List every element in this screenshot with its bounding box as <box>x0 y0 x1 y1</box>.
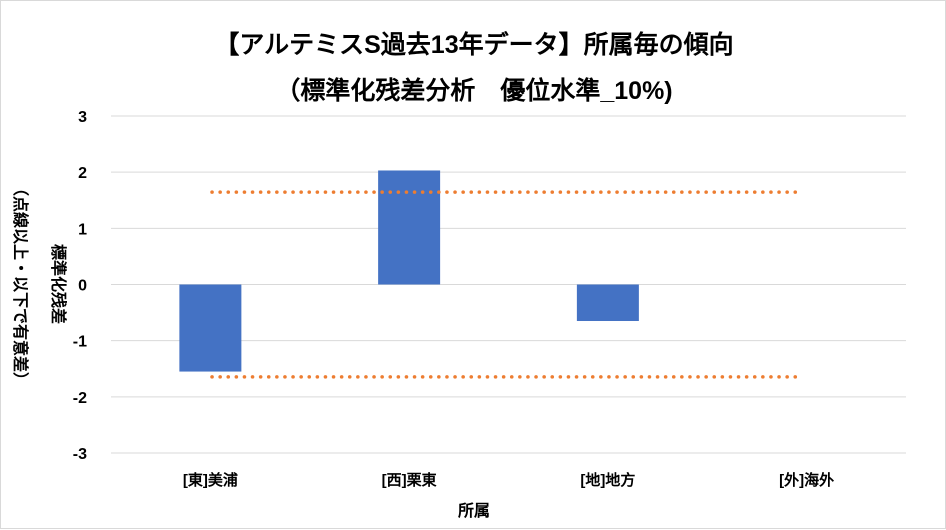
y-tick-label: 1 <box>78 221 87 238</box>
y-axis-note: （点線以上・以下で有意差） <box>11 180 30 388</box>
y-tick-label: 3 <box>78 109 87 126</box>
y-tick-label: 2 <box>78 165 87 182</box>
bar-1 <box>378 170 441 285</box>
chart-subtitle: （標準化残差分析 優位水準_10%) <box>275 76 672 105</box>
bar-0 <box>179 284 242 372</box>
chart-title: 【アルテミスS過去13年データ】所属毎の傾向 <box>214 30 733 59</box>
y-tick-label: -2 <box>73 390 87 407</box>
y-tick-label: -1 <box>73 334 87 351</box>
bar-2 <box>576 284 639 322</box>
x-axis-title: 所属 <box>458 502 490 520</box>
x-tick-label: [西]栗東 <box>382 471 437 489</box>
y-tick-label: -3 <box>73 446 87 463</box>
x-tick-label: [外]海外 <box>779 471 834 489</box>
x-tick-label: [地]地方 <box>580 471 635 489</box>
y-tick-label: 0 <box>78 278 87 295</box>
y-axis-title: 標準化残差 <box>49 244 68 324</box>
x-tick-label: [東]美浦 <box>183 471 238 489</box>
